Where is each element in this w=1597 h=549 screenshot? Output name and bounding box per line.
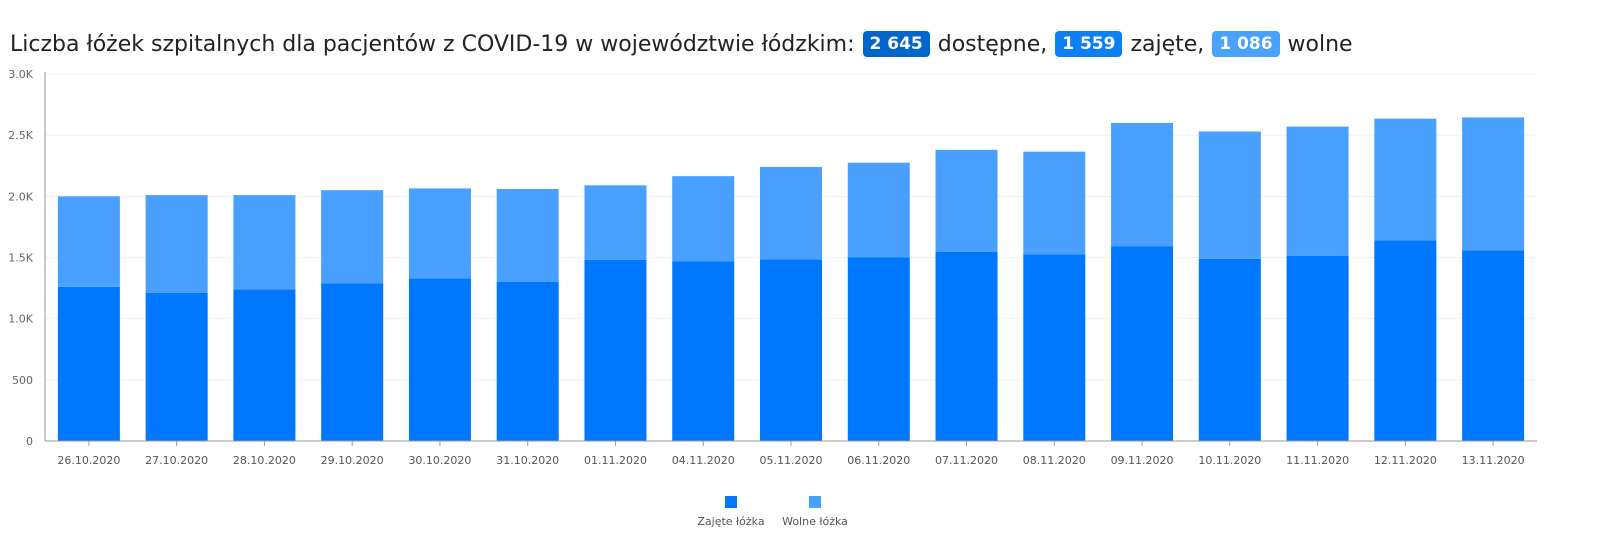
bar-free bbox=[847, 162, 910, 258]
chart-title: Liczba łóżek szpitalnych dla pacjentów z… bbox=[10, 26, 1353, 62]
bar-occupied bbox=[321, 283, 384, 441]
bar-occupied bbox=[760, 259, 822, 441]
x-tick-label: 29.10.2020 bbox=[321, 454, 384, 467]
available-count-badge: 2 645 bbox=[862, 31, 930, 57]
bar-occupied bbox=[584, 259, 647, 441]
x-tick-label: 04.11.2020 bbox=[672, 454, 735, 467]
x-tick-label: 10.11.2020 bbox=[1198, 454, 1261, 467]
x-tick-label: 31.10.2020 bbox=[496, 454, 559, 467]
bar-free bbox=[1462, 117, 1525, 251]
bar-occupied bbox=[1462, 250, 1525, 441]
bar-free bbox=[321, 190, 384, 284]
bar-occupied bbox=[1286, 255, 1349, 441]
x-tick-label: 08.11.2020 bbox=[1023, 454, 1086, 467]
bar-free bbox=[672, 176, 735, 262]
legend-label: Zajęte łóżka bbox=[697, 515, 764, 528]
x-tick-label: 26.10.2020 bbox=[57, 454, 120, 467]
bar-occupied bbox=[233, 289, 296, 441]
free-label: wolne bbox=[1287, 31, 1353, 57]
y-tick-label: 2.0K bbox=[8, 190, 33, 203]
x-tick-label: 06.11.2020 bbox=[847, 454, 910, 467]
x-axis-ticks: 26.10.2020 27.10.2020 28.10.2020 29.10.2020… bbox=[57, 441, 1525, 467]
y-tick-label: 1.5K bbox=[8, 252, 33, 265]
bar-occupied bbox=[672, 261, 735, 441]
y-tick-label: 0 bbox=[26, 435, 33, 448]
bar-free bbox=[145, 195, 208, 293]
bar-occupied bbox=[1198, 258, 1261, 441]
bar-occupied bbox=[145, 292, 208, 441]
x-tick-label: 28.10.2020 bbox=[233, 454, 296, 467]
x-tick-label: 30.10.2020 bbox=[408, 454, 471, 467]
y-tick-label: 1.0K bbox=[8, 313, 33, 326]
bar-occupied bbox=[57, 286, 120, 441]
bar-free bbox=[1286, 126, 1349, 256]
bar-free bbox=[1198, 131, 1261, 259]
x-tick-label: 09.11.2020 bbox=[1111, 454, 1174, 467]
x-tick-label: 05.11.2020 bbox=[760, 454, 823, 467]
bar-free bbox=[496, 188, 559, 282]
bar-free bbox=[57, 196, 120, 287]
x-tick-label: 13.11.2020 bbox=[1462, 454, 1525, 467]
title-text: Liczba łóżek szpitalnych dla pacjentów z… bbox=[10, 31, 855, 57]
x-tick-label: 27.10.2020 bbox=[145, 454, 208, 467]
x-tick-label: 11.11.2020 bbox=[1286, 454, 1349, 467]
bar-free bbox=[584, 185, 647, 260]
bars bbox=[57, 117, 1525, 441]
legend-label: Wolne łóżka bbox=[782, 515, 848, 528]
bar-occupied bbox=[496, 281, 559, 441]
bar-free bbox=[935, 149, 998, 252]
bar-occupied bbox=[1111, 246, 1174, 441]
x-tick-label: 01.11.2020 bbox=[584, 454, 647, 467]
y-tick-label: 500 bbox=[12, 374, 33, 387]
occupied-label: zajęte, bbox=[1130, 31, 1205, 57]
y-axis-ticks: 0 500 1.0K 1.5K 2.0K 2.5K 3.0K bbox=[8, 68, 33, 448]
bar-occupied bbox=[935, 251, 998, 441]
legend-swatch bbox=[809, 496, 821, 508]
bar-free bbox=[408, 188, 471, 279]
bar-free bbox=[1023, 151, 1086, 255]
bar-free bbox=[760, 166, 822, 260]
y-tick-label: 3.0K bbox=[8, 68, 33, 81]
legend-swatch bbox=[725, 496, 737, 508]
occupied-count-badge: 1 559 bbox=[1055, 31, 1123, 57]
x-tick-label: 07.11.2020 bbox=[935, 454, 998, 467]
bar-occupied bbox=[1374, 240, 1437, 441]
legend: Zajęte łóżka Wolne łóżka bbox=[697, 496, 848, 528]
available-label: dostępne, bbox=[937, 31, 1048, 57]
bar-free bbox=[233, 195, 296, 290]
bar-occupied bbox=[408, 278, 471, 441]
bar-occupied bbox=[847, 257, 910, 441]
x-tick-label: 12.11.2020 bbox=[1374, 454, 1437, 467]
bar-free bbox=[1374, 118, 1437, 241]
y-tick-label: 2.5K bbox=[8, 129, 33, 142]
bar-occupied bbox=[1023, 254, 1086, 441]
bar-free bbox=[1111, 122, 1174, 247]
free-count-badge: 1 086 bbox=[1212, 31, 1280, 57]
